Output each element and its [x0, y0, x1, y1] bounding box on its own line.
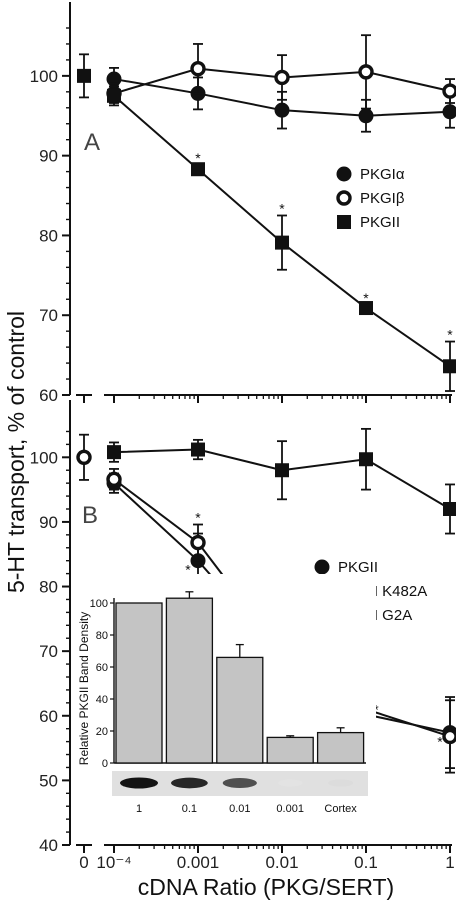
- significance-star: *: [195, 150, 201, 166]
- inset-y-tick-label: 100: [90, 598, 108, 610]
- inset-y-tick-label: 60: [96, 662, 108, 674]
- y-tick-label: 60: [39, 707, 58, 726]
- inset-bar: [266, 736, 314, 764]
- data-point: [107, 445, 121, 460]
- x-tick-label: 0: [79, 853, 88, 872]
- x-tick-label: 0.001: [177, 853, 220, 872]
- inset-bar-chart: 0 20 40 60 80 100 1 0.1 0.01 0.001 Cortex Relative …: [74, 574, 376, 824]
- inset-x-tick-label: Cortex: [324, 803, 357, 815]
- significance-star: *: [437, 734, 443, 750]
- data-point: [190, 534, 206, 551]
- legend-label: PKGII: [338, 559, 378, 576]
- legend-item-pkgibeta: PKGIβ: [336, 190, 405, 207]
- x-tick-label: 0.01: [265, 853, 298, 872]
- inset-bar: [115, 602, 163, 764]
- inset-y-axis-title: Relative PKGII Band Density: [77, 612, 91, 765]
- legend-item-pkgii: PKGII: [314, 559, 378, 576]
- control-point: [77, 68, 91, 83]
- inset-x-tick-label: 1: [136, 803, 142, 815]
- significance-star: *: [363, 290, 369, 306]
- significance-star: *: [279, 200, 285, 216]
- inset-y-tick-label: 20: [96, 726, 108, 738]
- control-point: [76, 449, 92, 466]
- inset-bar: [165, 597, 214, 764]
- legend-item-pkgii: PKGII: [337, 214, 400, 231]
- data-point: [275, 463, 289, 478]
- series-pkgibeta: [106, 34, 456, 110]
- series-pkgii-g2a: [107, 427, 456, 535]
- blot-band: [328, 779, 354, 787]
- y-tick-label: 70: [39, 642, 58, 661]
- data-point: [442, 728, 456, 745]
- legend-label: PKGIα: [360, 166, 405, 183]
- data-point: [107, 88, 121, 103]
- y-tick-label: 60: [39, 386, 58, 405]
- significance-star: *: [195, 510, 201, 526]
- data-point: [106, 71, 122, 87]
- x-axis-title: cDNA Ratio (PKG/SERT): [138, 874, 394, 900]
- data-point: [191, 442, 205, 457]
- legend-marker: [336, 166, 352, 182]
- blot-band: [171, 777, 208, 789]
- y-tick-label: 50: [39, 771, 58, 790]
- panel-a: 60 70 80 90 100 * * * * A PKGIα PKGIβ PKGII: [30, 2, 456, 405]
- data-point: [442, 104, 456, 120]
- data-point: [358, 64, 374, 80]
- data-point: [359, 301, 373, 316]
- inset-y-tick-label: 40: [96, 694, 108, 706]
- inset-x-tick-label: 0.1: [182, 803, 197, 815]
- data-point: [274, 102, 290, 118]
- x-tick-label: 10⁻⁴: [96, 853, 131, 872]
- inset-y-tick-label: 80: [96, 630, 108, 642]
- y-tick-label: 80: [39, 226, 58, 245]
- legend-marker: [336, 190, 352, 206]
- y-tick-label: 100: [30, 448, 58, 467]
- y-tick-label: 80: [39, 578, 58, 597]
- significance-star: *: [373, 701, 379, 717]
- data-point: [443, 359, 456, 374]
- series-pkgii: * * * *: [107, 85, 456, 392]
- legend-label: PKGIβ: [360, 190, 405, 207]
- data-point: [358, 108, 374, 124]
- data-point: [274, 69, 290, 86]
- significance-star: *: [447, 327, 453, 343]
- x-tick-label: 0.1: [354, 853, 378, 872]
- y-tick-label: 70: [39, 306, 58, 325]
- inset-x-tick-label: 0.001: [276, 803, 304, 815]
- inset-bar: [316, 731, 365, 764]
- inset-bar: [216, 656, 264, 764]
- panel-label: B: [82, 502, 98, 529]
- y-tick-label: 90: [39, 513, 58, 532]
- significance-star: *: [185, 562, 191, 578]
- data-point: [442, 83, 456, 99]
- y-tick-label: 40: [39, 836, 58, 855]
- data-point: [275, 235, 289, 250]
- data-point: [106, 471, 122, 487]
- y-tick-label: 90: [39, 147, 58, 166]
- inset-y-tick-label: 0: [102, 758, 108, 770]
- y-tick-label: 100: [30, 67, 58, 86]
- x-tick-label: 1: [445, 853, 454, 872]
- legend-label: PKGII: [360, 214, 400, 231]
- legend-marker: [314, 559, 330, 575]
- blot-band: [222, 778, 257, 788]
- data-point: [191, 162, 205, 177]
- legend-item-pkgialpha: PKGIα: [336, 166, 405, 183]
- data-point: [359, 452, 373, 467]
- blot-band: [277, 779, 303, 787]
- panel-label: A: [84, 129, 100, 156]
- common-axes: 0 10⁻⁴ 0.001 0.01 0.1 1: [79, 853, 454, 872]
- inset-x-tick-label: 0.01: [229, 803, 250, 815]
- data-point: [190, 60, 206, 77]
- legend-marker: [337, 215, 351, 229]
- data-point: [443, 502, 456, 516]
- y-axis-title: 5-HT transport, % of control: [3, 311, 29, 593]
- blot-band: [120, 777, 158, 789]
